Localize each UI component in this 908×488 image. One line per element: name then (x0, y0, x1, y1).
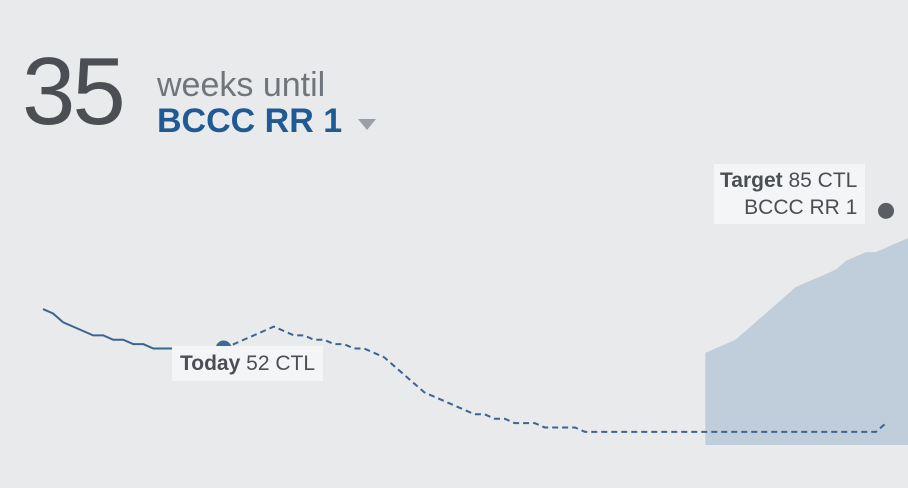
ctl-projection-line (223, 325, 887, 433)
weeks-count: 35 (22, 38, 126, 145)
target-ctl-value: 85 CTL (788, 169, 858, 192)
target-ctl-area (705, 238, 908, 445)
weeks-until-label: weeks until (157, 66, 326, 104)
event-selector[interactable]: BCCC RR 1 (157, 102, 377, 141)
target-event-name: BCCC RR 1 (744, 196, 858, 219)
chevron-down-icon[interactable] (358, 119, 377, 130)
today-ctl-value: 52 CTL (246, 352, 316, 375)
target-marker[interactable] (878, 202, 894, 219)
target-label: Target (720, 169, 783, 192)
target-tag: Target 85 CTL BCCC RR 1 (714, 164, 866, 224)
today-tag: Today 52 CTL (172, 346, 324, 381)
today-label: Today (180, 352, 241, 375)
event-name[interactable]: BCCC RR 1 (157, 102, 343, 140)
